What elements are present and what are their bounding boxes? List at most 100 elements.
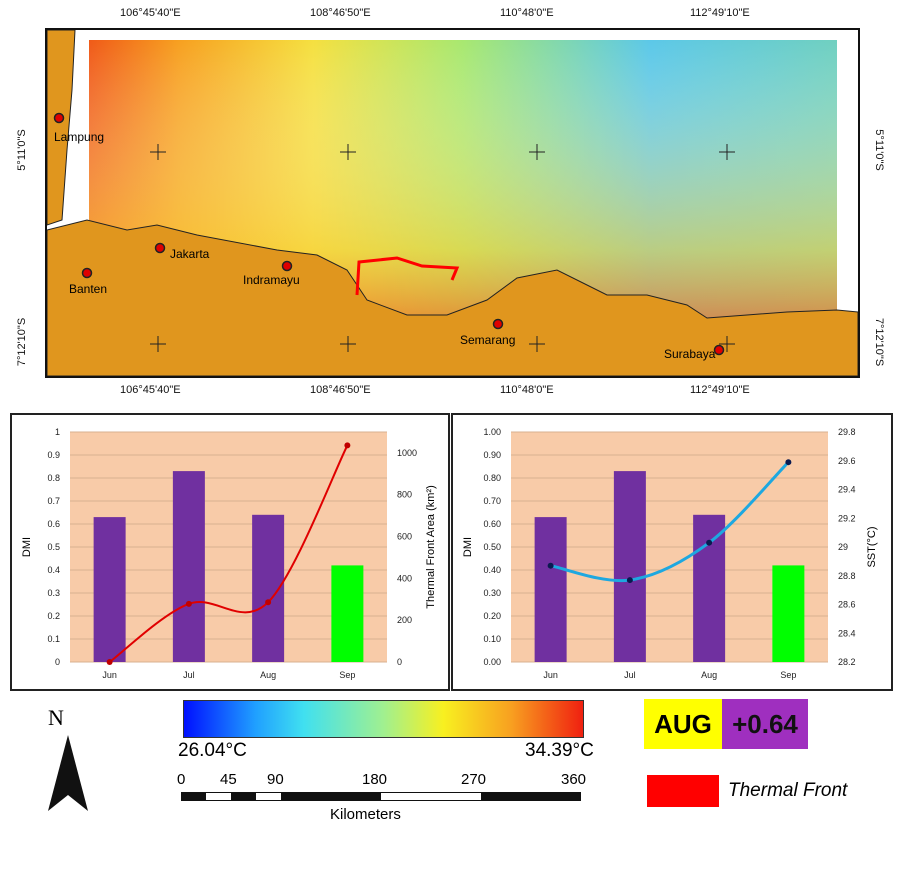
y2-tick-label: 0 — [397, 657, 402, 667]
bar-jun — [93, 517, 126, 662]
scale-ticks: 0 45 90 180 270 360 — [0, 771, 901, 791]
scale-tick: 270 — [461, 771, 487, 788]
bar-jun — [534, 517, 567, 662]
y-tick-label: 1 — [55, 427, 60, 437]
chart-dmi-sst: 0.00 0.10 0.20 0.30 0.40 0.50 0.60 0.70 0.80 0.90… — [451, 413, 893, 691]
y-tick-label: 0 — [55, 657, 60, 667]
north-label: N — [48, 705, 64, 730]
y2-tick-label: 800 — [397, 490, 412, 500]
temp-max-label: 34.39°C — [525, 740, 594, 761]
city-marker-semarang — [492, 318, 504, 330]
y-tick-label: 0.30 — [483, 588, 501, 598]
x-tick-label: Jul — [624, 670, 636, 680]
y2-tick-label: 200 — [397, 615, 412, 625]
y-tick-label: 0.40 — [483, 565, 501, 575]
y2-tick-label: 29.4 — [838, 485, 856, 495]
line-point — [706, 539, 713, 546]
y2-tick-label: 1000 — [397, 448, 417, 458]
scale-tick: 360 — [561, 771, 587, 788]
y-tick-label: 0.10 — [483, 634, 501, 644]
y-tick-label: 0.90 — [483, 450, 501, 460]
line-point — [106, 659, 113, 665]
y2-tick-label: 28.8 — [838, 571, 856, 581]
y2-tick-label: 400 — [397, 573, 412, 583]
lat-label-left: 5°11'0"S — [16, 129, 28, 171]
scale-tick: 45 — [220, 771, 237, 788]
line-point — [344, 442, 351, 449]
y-tick-label: 1.00 — [483, 427, 501, 437]
month-badge: AUG — [644, 699, 722, 749]
y-tick-label: 0.3 — [47, 588, 60, 598]
land-sumatra — [47, 30, 76, 226]
x-tick-label: Aug — [701, 670, 717, 680]
city-marker-jakarta — [154, 242, 166, 254]
bar-sep — [772, 565, 805, 662]
city-marker-banten — [81, 267, 93, 279]
sst-map-canvas — [47, 30, 858, 376]
lat-label-right: 5°11'0"S — [873, 129, 885, 171]
y-tick-label: 0.4 — [47, 565, 60, 575]
lon-label-bottom: 108°46'50"E — [310, 384, 371, 396]
scale-tick: 90 — [267, 771, 284, 788]
city-label: Semarang — [460, 333, 516, 347]
land-java — [47, 219, 858, 376]
x-tick-label: Jul — [183, 670, 195, 680]
city-label: Banten — [69, 282, 108, 296]
north-arrow-icon — [48, 735, 88, 811]
city-label: Jakarta — [170, 247, 210, 261]
city-marker-surabaya — [713, 344, 725, 356]
x-tick-label: Sep — [339, 670, 355, 680]
line-point — [785, 459, 792, 466]
line-point — [547, 562, 554, 569]
line-point — [185, 600, 192, 607]
y2-tick-label: 28.4 — [838, 628, 856, 638]
x-tick-label: Jun — [102, 670, 117, 680]
y-axis-label: DMI — [462, 537, 474, 557]
y2-tick-label: 29 — [838, 542, 848, 552]
lon-label-top: 108°46'50"E — [310, 7, 371, 19]
city-marker-lampung — [53, 112, 65, 124]
y-tick-label: 0.80 — [483, 473, 501, 483]
y-tick-label: 0.50 — [483, 542, 501, 552]
y-tick-label: 0.60 — [483, 519, 501, 529]
y2-tick-label: 29.6 — [838, 456, 856, 466]
y2-tick-label: 29.8 — [838, 427, 856, 437]
lon-label-top: 110°48'0"E — [500, 7, 554, 19]
lat-label-left: 7°12'10"S — [16, 317, 28, 367]
scale-bar — [181, 792, 581, 801]
lon-label-top: 106°45'40"E — [120, 7, 181, 19]
graticule-crosses — [150, 144, 735, 352]
y-tick-label: 0.00 — [483, 657, 501, 667]
y-tick-label: 0.8 — [47, 473, 60, 483]
city-label: Surabaya — [664, 347, 716, 361]
y-tick-label: 0.7 — [47, 496, 60, 506]
lat-label-right: 7°12'10"S — [873, 317, 885, 367]
y-tick-label: 0.5 — [47, 542, 60, 552]
y2-tick-label: 29.2 — [838, 513, 856, 523]
line-sst — [550, 461, 790, 583]
y2-tick-label: 28.2 — [838, 657, 856, 667]
line-point — [626, 577, 633, 584]
sst-map: Lampung Jakarta Banten Indramayu Semaran… — [45, 28, 860, 378]
temperature-colorbar — [183, 700, 584, 738]
x-tick-label: Sep — [780, 670, 796, 680]
y2-axis-label: SST(°C) — [866, 526, 878, 567]
y2-axis-label: Thermal Front Area (km²) — [425, 485, 437, 608]
y-tick-label: 0.9 — [47, 450, 60, 460]
line-thermal-front-area — [109, 444, 349, 663]
y-tick-label: 0.6 — [47, 519, 60, 529]
y-tick-label: 0.2 — [47, 611, 60, 621]
x-tick-label: Jun — [543, 670, 558, 680]
lon-label-top: 112°49'10"E — [690, 7, 750, 19]
scale-tick: 180 — [362, 771, 388, 788]
x-tick-label: Aug — [260, 670, 276, 680]
dmi-badge: +0.64 — [722, 699, 808, 749]
thermal-front — [355, 256, 460, 296]
lon-label-bottom: 112°49'10"E — [690, 384, 750, 396]
y2-tick-label: 600 — [397, 532, 412, 542]
city-label: Indramayu — [243, 273, 300, 287]
city-label: Lampung — [54, 130, 105, 144]
bar-jul — [172, 471, 205, 662]
line-point — [265, 599, 272, 606]
scale-tick: 0 — [177, 771, 186, 788]
